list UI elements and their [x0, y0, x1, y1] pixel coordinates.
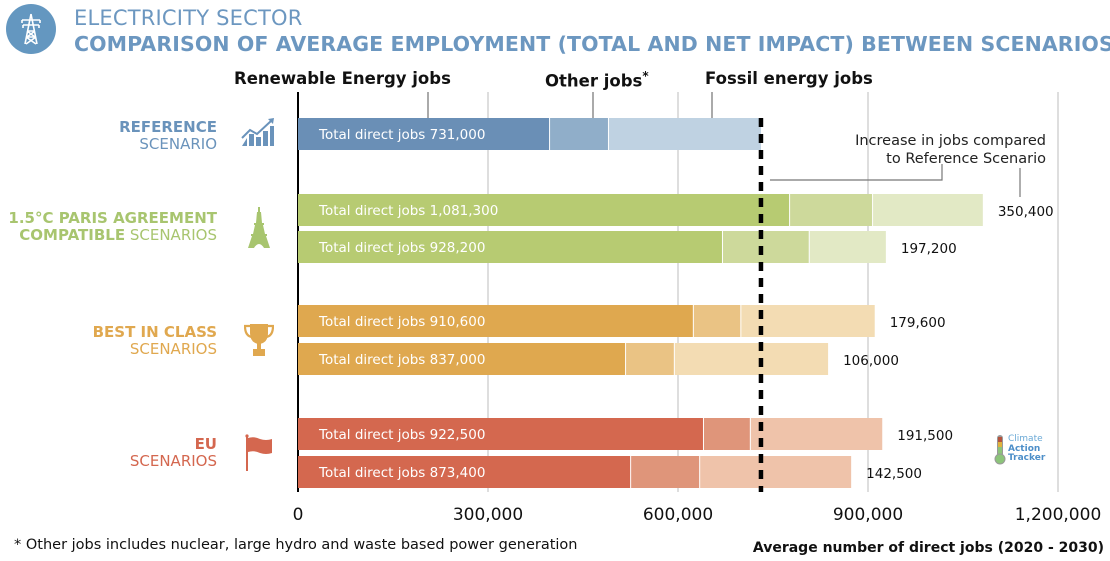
bar-segment-fossil	[741, 305, 875, 337]
annotation-connector	[769, 164, 943, 181]
bar-row: Total direct jobs 928,200 197,200	[298, 231, 957, 263]
bar-segment-renewable	[298, 305, 693, 337]
increase-annotation: Increase in jobs compared to Reference S…	[780, 132, 1046, 168]
x-axis-label: Average number of direct jobs (2020 - 20…	[752, 540, 1104, 556]
sector-title: ELECTRICITY SECTOR	[74, 6, 303, 30]
bar-segment-renewable	[298, 418, 703, 450]
bar-row: Total direct jobs 731,000	[298, 118, 761, 150]
increase-value-label: 142,500	[866, 466, 922, 482]
flag-icon	[244, 434, 274, 476]
footnote: * Other jobs includes nuclear, large hyd…	[14, 537, 578, 553]
increase-value-label: 197,200	[901, 241, 957, 257]
group-label-paris: 1.5°C PARIS AGREEMENT COMPATIBLE SCENARI…	[8, 210, 217, 244]
logo-text-line-2: Action	[1008, 443, 1041, 454]
bar-row: Total direct jobs 910,600 179,600	[298, 305, 946, 337]
bar-segment-fossil	[873, 194, 983, 226]
chart-title: COMPARISON OF AVERAGE EMPLOYMENT (TOTAL …	[74, 32, 1110, 56]
bar-segment-renewable	[298, 456, 631, 488]
x-tick-label: 300,000	[453, 505, 523, 525]
bar-segment-renewable	[298, 231, 722, 263]
bar-segment-fossil	[700, 456, 852, 488]
increase-value-label: 350,400	[998, 204, 1054, 220]
bar-label: Total direct jobs 922,500	[318, 427, 485, 443]
group-label-bold: EU	[194, 435, 217, 453]
bar-segment-renewable	[298, 118, 550, 150]
bar-segment-other	[703, 418, 750, 450]
bar-row: Total direct jobs 922,500 191,500	[298, 418, 953, 450]
legend-leader-lines	[427, 92, 713, 120]
group-label-bold: 1.5°C PARIS AGREEMENT	[8, 209, 217, 227]
legend-other-label: Other jobs*	[545, 69, 649, 91]
trophy-icon	[243, 323, 275, 361]
increase-value-label: 179,600	[890, 315, 946, 331]
bar-row: Total direct jobs 873,400 142,500	[298, 456, 922, 488]
group-label-bold: REFERENCE	[119, 118, 217, 136]
bar-segment-fossil	[750, 418, 883, 450]
group-label-best-in-class: BEST IN CLASS SCENARIOS	[93, 324, 217, 358]
bar-label: Total direct jobs 873,400	[318, 465, 485, 481]
x-tick-label: 1,200,000	[1015, 505, 1102, 525]
group-label-normal: SCENARIOS	[129, 340, 217, 358]
x-axis-ticks: 0 300,000 600,000 900,000 1,200,000	[293, 505, 1102, 525]
increase-value-label: 191,500	[897, 428, 953, 444]
legend-renewable-label: Renewable Energy jobs	[234, 69, 451, 88]
legend-fossil-label: Fossil energy jobs	[705, 69, 873, 88]
bar-label: Total direct jobs 731,000	[318, 127, 485, 143]
bar-segment-other	[626, 343, 674, 375]
footnote-mark: *	[642, 69, 649, 83]
group-label-eu: EU SCENARIOS	[130, 436, 217, 470]
annotation-line-2: to Reference Scenario	[886, 151, 1046, 167]
bar-segment-other	[722, 231, 809, 263]
x-tick-label: 900,000	[833, 505, 903, 525]
increase-value-label: 106,000	[843, 353, 899, 369]
logo-text-line-1: Climate	[1008, 434, 1043, 444]
bar-row: Total direct jobs 837,000 106,000	[298, 343, 899, 375]
power-pylon-icon	[21, 13, 41, 45]
group-label-normal: SCENARIOS	[129, 452, 217, 470]
bar-row: Total direct jobs 1,081,300 350,400	[298, 194, 1054, 226]
bar-segment-fossil	[674, 343, 829, 375]
reference-line	[758, 118, 1021, 492]
bar-segment-renewable	[298, 343, 626, 375]
eiffel-tower-icon	[247, 207, 271, 253]
bar-label: Total direct jobs 928,200	[318, 240, 485, 256]
bar-label: Total direct jobs 910,600	[318, 314, 485, 330]
bar-segment-other	[693, 305, 741, 337]
group-label-normal: SCENARIOS	[125, 226, 217, 244]
growth-chart-icon	[240, 118, 276, 152]
x-tick-label: 600,000	[643, 505, 713, 525]
group-label-normal: SCENARIO	[139, 135, 217, 153]
logo-text: Climate Action Tracker	[1008, 434, 1046, 464]
bar-label: Total direct jobs 837,000	[318, 352, 485, 368]
logo-text-line-3: Tracker	[1008, 453, 1046, 463]
bar-segment-fossil	[608, 118, 761, 150]
bar-segment-fossil	[809, 231, 886, 263]
group-label-reference: REFERENCE SCENARIO	[119, 119, 217, 153]
bar-segment-other	[631, 456, 700, 488]
annotation-line-1: Increase in jobs compared	[855, 133, 1046, 149]
group-label-bold: BEST IN CLASS	[92, 323, 217, 341]
bar-label: Total direct jobs 1,081,300	[318, 203, 498, 219]
bar-segment-other	[790, 194, 873, 226]
sector-logo	[6, 4, 56, 54]
legend-other-text: Other jobs	[545, 71, 643, 91]
bars: Total direct jobs 731,000 Total direct jo…	[298, 118, 1054, 488]
group-label-bold-2: COMPATIBLE	[19, 226, 126, 244]
bar-segment-renewable	[298, 194, 790, 226]
thermometer-icon	[994, 435, 1006, 465]
bar-segment-other	[550, 118, 608, 150]
x-tick-label: 0	[293, 505, 304, 525]
